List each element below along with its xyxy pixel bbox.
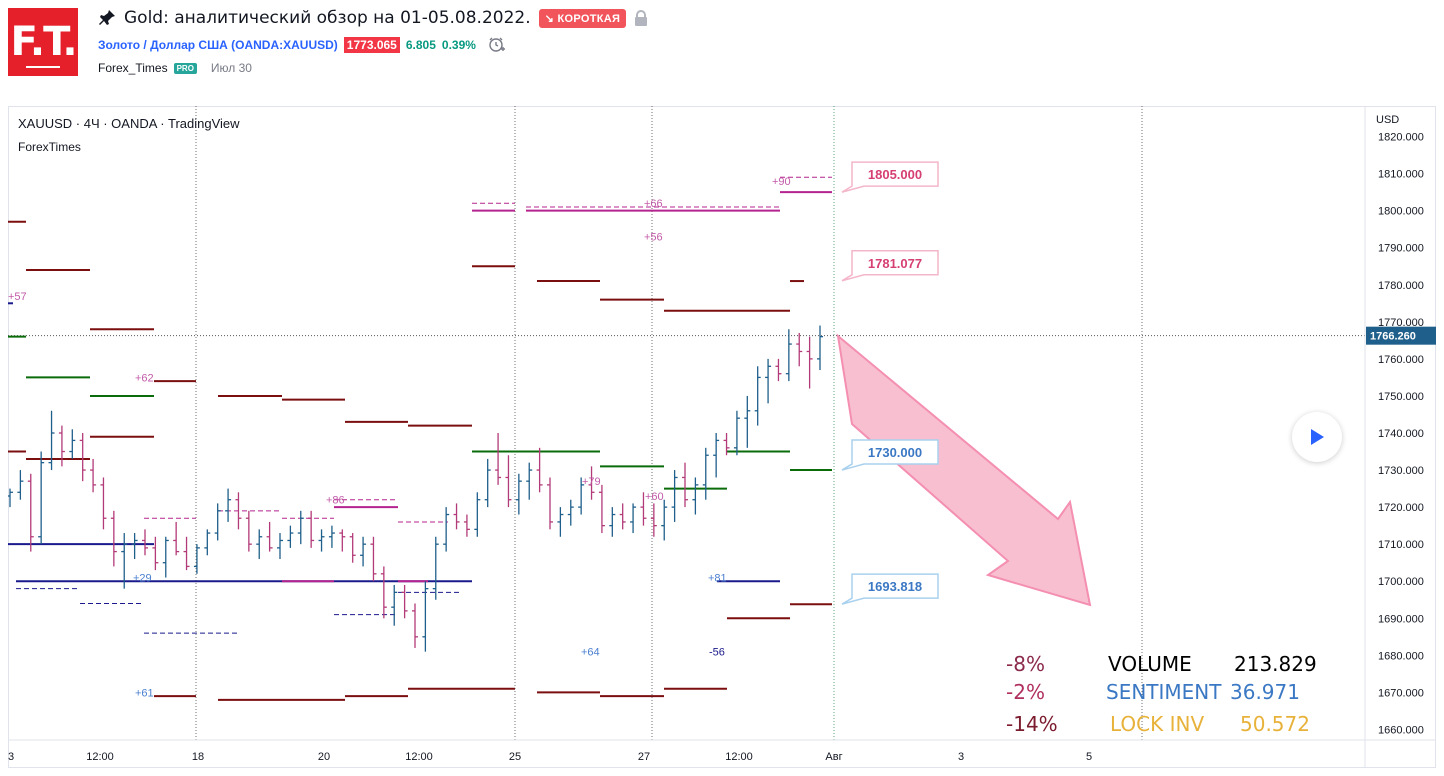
x-tick-label: 25 — [509, 751, 521, 763]
change-pct: 0.39% — [441, 38, 476, 52]
y-tick-label: 1720.000 — [1378, 502, 1424, 514]
x-tick-label: 12:00 — [725, 751, 753, 763]
last-price-tag — [1366, 326, 1436, 345]
symbol-row: Золото / Доллар США (OANDA:XAUUSD) 1773.… — [98, 36, 506, 54]
stat-lockinv-value: 50.572 — [1240, 712, 1310, 736]
stat-sentiment-value: 36.971 — [1230, 680, 1300, 704]
alarm-clock-icon[interactable] — [488, 36, 506, 54]
x-tick-label: 5 — [1086, 751, 1092, 763]
chart-frame[interactable] — [8, 106, 1436, 768]
y-tick-label: 1700.000 — [1378, 576, 1424, 588]
level-annotation: +61 — [135, 687, 154, 699]
y-tick-label: 1730.000 — [1378, 465, 1424, 477]
level-annotation: +62 — [135, 372, 154, 384]
level-annotation: +90 — [772, 176, 791, 188]
symbol-link[interactable]: Золото / Доллар США (OANDA:XAUUSD) — [98, 38, 338, 52]
short-badge: ↘ КОРОТКАЯ — [538, 8, 627, 28]
level-annotation: +60 — [645, 491, 664, 503]
y-tick-label: 1780.000 — [1378, 280, 1424, 292]
x-tick-label: 18 — [192, 751, 204, 763]
level-annotation: -56 — [709, 647, 725, 659]
y-tick-label: 1710.000 — [1378, 539, 1424, 551]
x-tick-label: 3 — [958, 751, 964, 763]
logo-underline — [26, 66, 60, 68]
x-tick-label: 12:00 — [86, 751, 114, 763]
level-annotation: +86 — [326, 495, 345, 507]
forex-times-logo[interactable]: F.T. — [8, 8, 78, 76]
logo-text: F.T. — [10, 19, 77, 65]
y-tick-label: 1810.000 — [1378, 169, 1424, 181]
y-tick-label: 1770.000 — [1378, 317, 1424, 329]
y-tick-label: 1670.000 — [1378, 687, 1424, 699]
change-abs: 6.805 — [405, 38, 436, 52]
y-tick-label: 1760.000 — [1378, 354, 1424, 366]
stat-volume-label: VOLUME — [1108, 652, 1192, 676]
target-callout-label: 1805.000 — [868, 167, 922, 182]
level-annotation: +79 — [582, 476, 601, 488]
level-annotation: +66 — [644, 198, 663, 210]
stat-volume-value: 213.829 — [1234, 652, 1317, 676]
stat-volume-pct: -8% — [1006, 652, 1045, 676]
y-tick-label: 1740.000 — [1378, 428, 1424, 440]
price-tag: 1773.065 — [343, 37, 400, 53]
publish-date: Июл 30 — [210, 61, 252, 75]
x-tick-label: Авг — [825, 751, 842, 763]
y-tick-label: 1750.000 — [1378, 391, 1424, 403]
axis-currency-label: USD — [1376, 114, 1399, 126]
x-tick-label: 27 — [638, 751, 650, 763]
author-name[interactable]: Forex_Times — [98, 61, 168, 75]
y-tick-label: 1790.000 — [1378, 243, 1424, 255]
chart-legend: XAUUSD · 4Ч · OANDA · TradingView — [18, 116, 240, 131]
play-icon — [1311, 429, 1324, 445]
target-callout-label: 1693.818 — [868, 579, 922, 594]
play-button[interactable] — [1292, 412, 1342, 462]
idea-title-row: Gold: аналитический обзор на 01-05.08.20… — [98, 6, 648, 30]
stat-lockinv-label: LOCK INV — [1110, 712, 1205, 736]
x-tick-label: 20 — [318, 751, 330, 763]
short-direction-arrow — [836, 333, 1092, 607]
pin-icon — [99, 10, 115, 25]
target-callout-box — [841, 161, 939, 193]
chart-legend-author: ForexTimes — [18, 140, 81, 154]
level-annotation: +81 — [708, 573, 727, 585]
stat-lockinv-pct: -14% — [1006, 712, 1058, 736]
stat-sentiment-label: SENTIMENT — [1106, 680, 1222, 704]
target-callout-label: 1730.000 — [868, 445, 922, 460]
level-annotation: +57 — [8, 291, 27, 303]
stat-sentiment-pct: -2% — [1006, 680, 1045, 704]
y-tick-label: 1660.000 — [1378, 724, 1424, 736]
target-callout-box — [841, 573, 939, 605]
x-tick-label: 12:00 — [405, 751, 433, 763]
y-tick-label: 1800.000 — [1378, 206, 1424, 218]
y-tick-label: 1680.000 — [1378, 650, 1424, 662]
x-tick-label: 3 — [8, 751, 14, 763]
y-tick-label: 1690.000 — [1378, 613, 1424, 625]
pro-badge: PRO — [173, 62, 197, 74]
target-callout-box — [841, 250, 939, 282]
lock-icon — [635, 10, 648, 26]
idea-title: Gold: аналитический обзор на 01-05.08.20… — [124, 8, 531, 28]
last-price-tag-label: 1766.260 — [1370, 331, 1416, 343]
price-chart[interactable]: +57 +62 +86 +79 +60 +66 +56 +90 +29 +81 +64 -56 +61 1… — [8, 106, 1436, 768]
level-annotation: +64 — [581, 647, 600, 659]
target-callout-box — [841, 439, 939, 471]
level-annotation: +29 — [133, 573, 152, 585]
author-row: Forex_Times PRO Июл 30 — [98, 60, 252, 76]
y-tick-label: 1820.000 — [1378, 132, 1424, 144]
target-callout-label: 1781.077 — [868, 256, 922, 271]
level-annotation: +56 — [644, 232, 663, 244]
